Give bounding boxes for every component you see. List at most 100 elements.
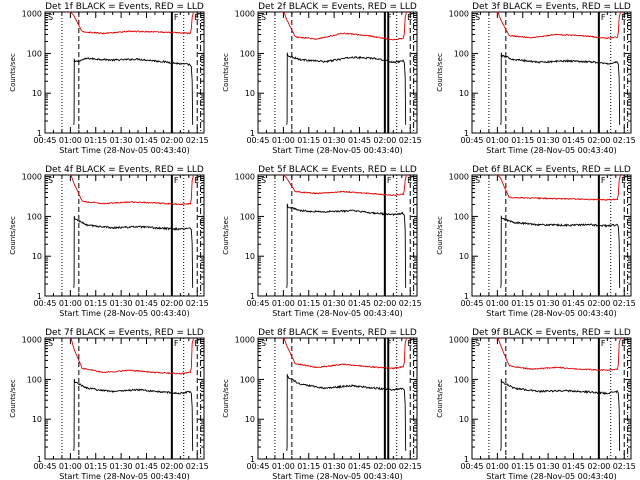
x-tick-label: 01:00 [486,299,509,308]
lld-series-line [69,11,194,35]
detector-panel: Det 8f BLACK = Events, RED = LLD 1 10 100 10… [222,328,422,480]
start-marker: S [48,176,53,185]
x-tick-label: 01:45 [135,299,158,308]
y-tick-label: 100 [454,49,469,58]
x-tick-label: 00:45 [33,462,56,471]
x-tick-label: 01:30 [110,136,133,145]
x-tick-label: 01:00 [486,462,509,471]
x-tick-label: 01:15 [297,299,320,308]
panel-title: Det 2f BLACK = Events, RED = LLD [258,2,417,12]
lld-series-line [282,337,407,370]
x-tick-label: 00:45 [460,299,483,308]
plot-frame [257,11,418,134]
x-axis-label: Start Time (28-Nov-05 00:43:40) [486,472,616,480]
x-axis-label: Start Time (28-Nov-05 00:43:40) [272,309,402,318]
x-tick-label: 02:00 [160,136,183,145]
x-tick-label: 02:00 [587,462,610,471]
x-tick-label: 01:15 [511,136,534,145]
x-tick-label: 02:00 [373,299,396,308]
plot-frame [44,11,205,134]
x-axis-label: Start Time (28-Nov-05 00:43:40) [59,309,189,318]
x-tick-label: 02:15 [186,299,209,308]
y-tick-label: 1 [250,455,255,464]
flag-marker: F [387,339,392,348]
x-tick-label: 01:45 [348,299,371,308]
end-marker: E [621,339,626,348]
start-marker: S [48,13,53,22]
y-axis-label: Counts/sec [9,216,17,255]
y-tick-label: 1 [250,129,255,138]
flag-marker: F [174,13,179,22]
start-marker: S [475,176,480,185]
y-tick-label: 10 [459,89,469,98]
y-tick-label: 1000 [22,10,42,19]
detector-panel: Det 9f BLACK = Events, RED = LLD 1 10 100 10… [436,328,636,480]
x-tick-label: 02:15 [613,299,636,308]
plot-frame [44,337,205,460]
y-tick-label: 100 [27,49,42,58]
x-axis-label: Start Time (28-Nov-05 00:43:40) [272,472,402,480]
flag-marker: F [601,176,606,185]
y-tick-label: 10 [32,415,42,424]
x-tick-label: 00:45 [246,462,269,471]
panel-title: Det 3f BLACK = Events, RED = LLD [472,2,631,12]
y-tick-label: 10 [245,252,255,261]
x-tick-label: 01:30 [323,462,346,471]
x-tick-label: 01:15 [84,136,107,145]
flag-marker: F [601,339,606,348]
x-tick-label: 01:30 [110,462,133,471]
y-tick-label: 1 [464,455,469,464]
flag-marker: F [387,176,392,185]
x-tick-label: 01:00 [272,462,295,471]
x-tick-label: 01:00 [272,299,295,308]
detector-panel: Det 3f BLACK = Events, RED = LLD 1 10 100 10… [436,2,636,155]
end-marker: E [194,13,199,22]
x-tick-label: 02:15 [613,462,636,471]
x-axis-label: Start Time (28-Nov-05 00:43:40) [59,472,189,480]
lld-series-line [282,174,407,197]
y-tick-label: 1 [464,292,469,301]
y-tick-label: 10 [459,415,469,424]
y-tick-label: 100 [240,375,255,384]
x-tick-label: 01:15 [511,299,534,308]
y-axis-label: Counts/sec [436,53,444,92]
events-series-line [73,57,194,125]
end-marker: E [407,176,412,185]
y-tick-label: 100 [240,212,255,221]
end-marker: E [194,339,199,348]
lld-series-line [496,337,621,372]
x-axis-label: Start Time (28-Nov-05 00:43:40) [486,146,616,155]
y-tick-label: 1000 [235,336,255,345]
y-tick-label: 1000 [449,10,469,19]
plot-frame [471,11,632,134]
detector-panel: Det 5f BLACK = Events, RED = LLD 1 10 100 10… [222,165,422,318]
x-tick-label: 01:15 [511,462,534,471]
x-tick-label: 00:45 [246,136,269,145]
y-tick-label: 1000 [449,336,469,345]
x-tick-label: 02:15 [399,299,422,308]
plot-frame [257,174,418,297]
y-tick-label: 1000 [235,10,255,19]
y-axis-label: Counts/sec [222,53,230,92]
panel-title: Det 6f BLACK = Events, RED = LLD [472,165,631,175]
y-tick-label: 10 [32,89,42,98]
y-tick-label: 1000 [22,336,42,345]
y-tick-label: 1 [464,129,469,138]
x-tick-label: 02:00 [160,299,183,308]
y-tick-label: 1000 [449,173,469,182]
plot-frame [44,174,205,297]
detector-panel: Det 7f BLACK = Events, RED = LLD 1 10 100 10… [9,328,209,480]
start-marker: S [261,176,266,185]
lld-series-line [282,11,407,41]
lld-series-line [496,174,621,201]
y-tick-label: 10 [245,415,255,424]
start-marker: S [261,339,266,348]
x-tick-label: 02:00 [373,462,396,471]
x-tick-label: 01:30 [537,299,560,308]
events-series-line [286,374,407,451]
x-tick-label: 01:45 [348,462,371,471]
y-axis-label: Counts/sec [222,379,230,418]
x-tick-label: 01:00 [59,462,82,471]
start-marker: S [475,13,480,22]
y-tick-label: 100 [454,212,469,221]
